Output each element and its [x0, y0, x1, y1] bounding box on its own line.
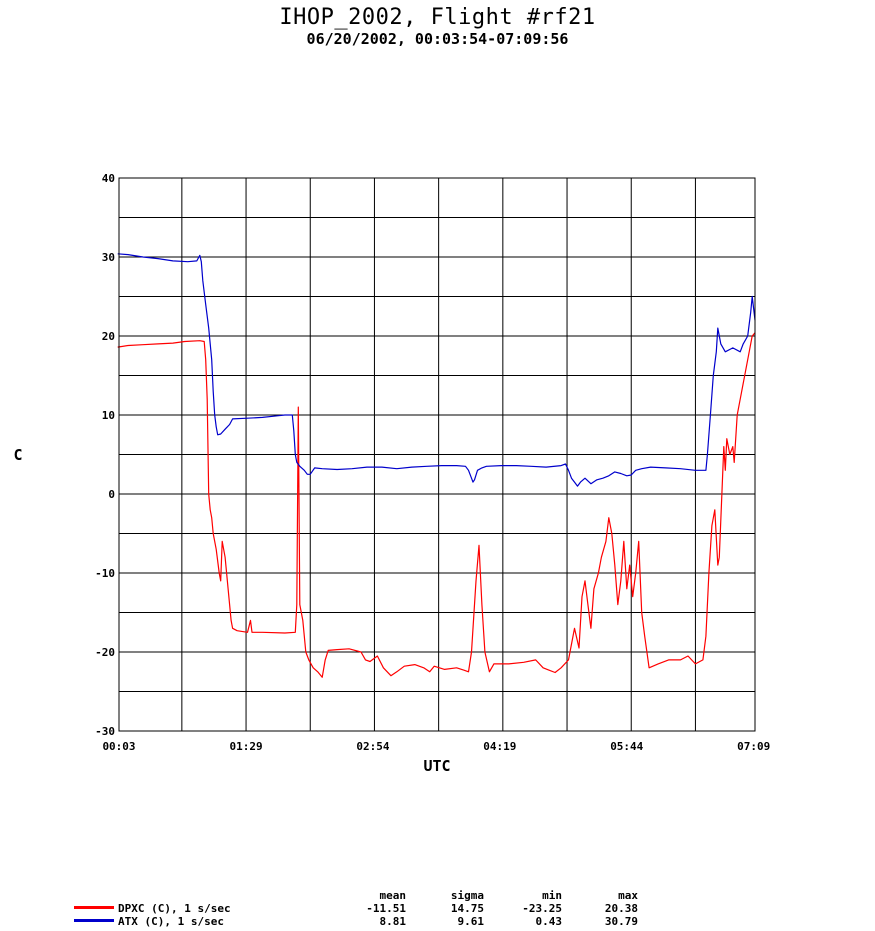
stat-sigma: 9.61: [457, 915, 485, 928]
stats-header-sigma: sigma: [450, 889, 484, 902]
stat-min: 0.43: [535, 915, 563, 928]
x-tick-label: 01:29: [229, 740, 262, 753]
x-tick-labels: 00:03 01:29 02:54 04:19 05:44 07:09: [102, 740, 770, 753]
y-tick-label: -20: [95, 646, 115, 659]
y-tick-label: 20: [102, 330, 115, 343]
chart-title: IHOP_2002, Flight #rf21: [279, 5, 596, 30]
series-layer: [117, 253, 756, 678]
legend-label-dpxc: DPXC (C), 1 s/sec: [118, 902, 231, 915]
y-tick-label: 30: [102, 251, 115, 264]
legend-label-atx: ATX (C), 1 s/sec: [118, 915, 224, 928]
stats-table: mean sigma min max DPXC (C), 1 s/sec -11…: [60, 887, 680, 928]
stat-mean: -11.51: [366, 902, 406, 915]
series-line-dpxc: [117, 332, 756, 678]
stats-row: DPXC (C), 1 s/sec -11.51 14.75 -23.25 20…: [60, 900, 680, 915]
legend-swatch-atx: [74, 919, 114, 922]
stats-header-mean: mean: [379, 889, 407, 902]
x-axis-label: UTC: [423, 757, 450, 775]
y-tick-label: 40: [102, 172, 115, 185]
x-tick-label: 05:44: [610, 740, 643, 753]
y-axis-label: C: [13, 446, 22, 464]
stats-header-row: mean sigma min max: [60, 887, 680, 902]
y-tick-label: 10: [102, 409, 115, 422]
stat-max: 20.38: [604, 902, 638, 915]
x-tick-label: 07:09: [737, 740, 770, 753]
legend-swatch-dpxc: [74, 906, 114, 909]
x-tick-label: 04:19: [483, 740, 516, 753]
stat-max: 30.79: [604, 915, 638, 928]
x-tick-label: 02:54: [356, 740, 389, 753]
y-tick-labels: -30 -20 -10 0 10 20 30 40: [95, 172, 115, 738]
y-tick-label: -30: [95, 725, 115, 738]
stats-row: ATX (C), 1 s/sec 8.81 9.61 0.43 30.79: [60, 913, 680, 928]
y-tick-label: -10: [95, 567, 115, 580]
plot-frame: [118, 177, 756, 732]
y-tick-label: 0: [108, 488, 115, 501]
x-tick-label: 00:03: [102, 740, 135, 753]
chart-subtitle: 06/20/2002, 00:03:54-07:09:56: [306, 30, 569, 48]
stat-sigma: 14.75: [450, 902, 484, 915]
stats-header-min: min: [542, 889, 562, 902]
series-line-atx: [117, 253, 756, 487]
stat-min: -23.25: [522, 902, 562, 915]
stat-mean: 8.81: [379, 915, 407, 928]
stats-header-max: max: [618, 889, 638, 902]
